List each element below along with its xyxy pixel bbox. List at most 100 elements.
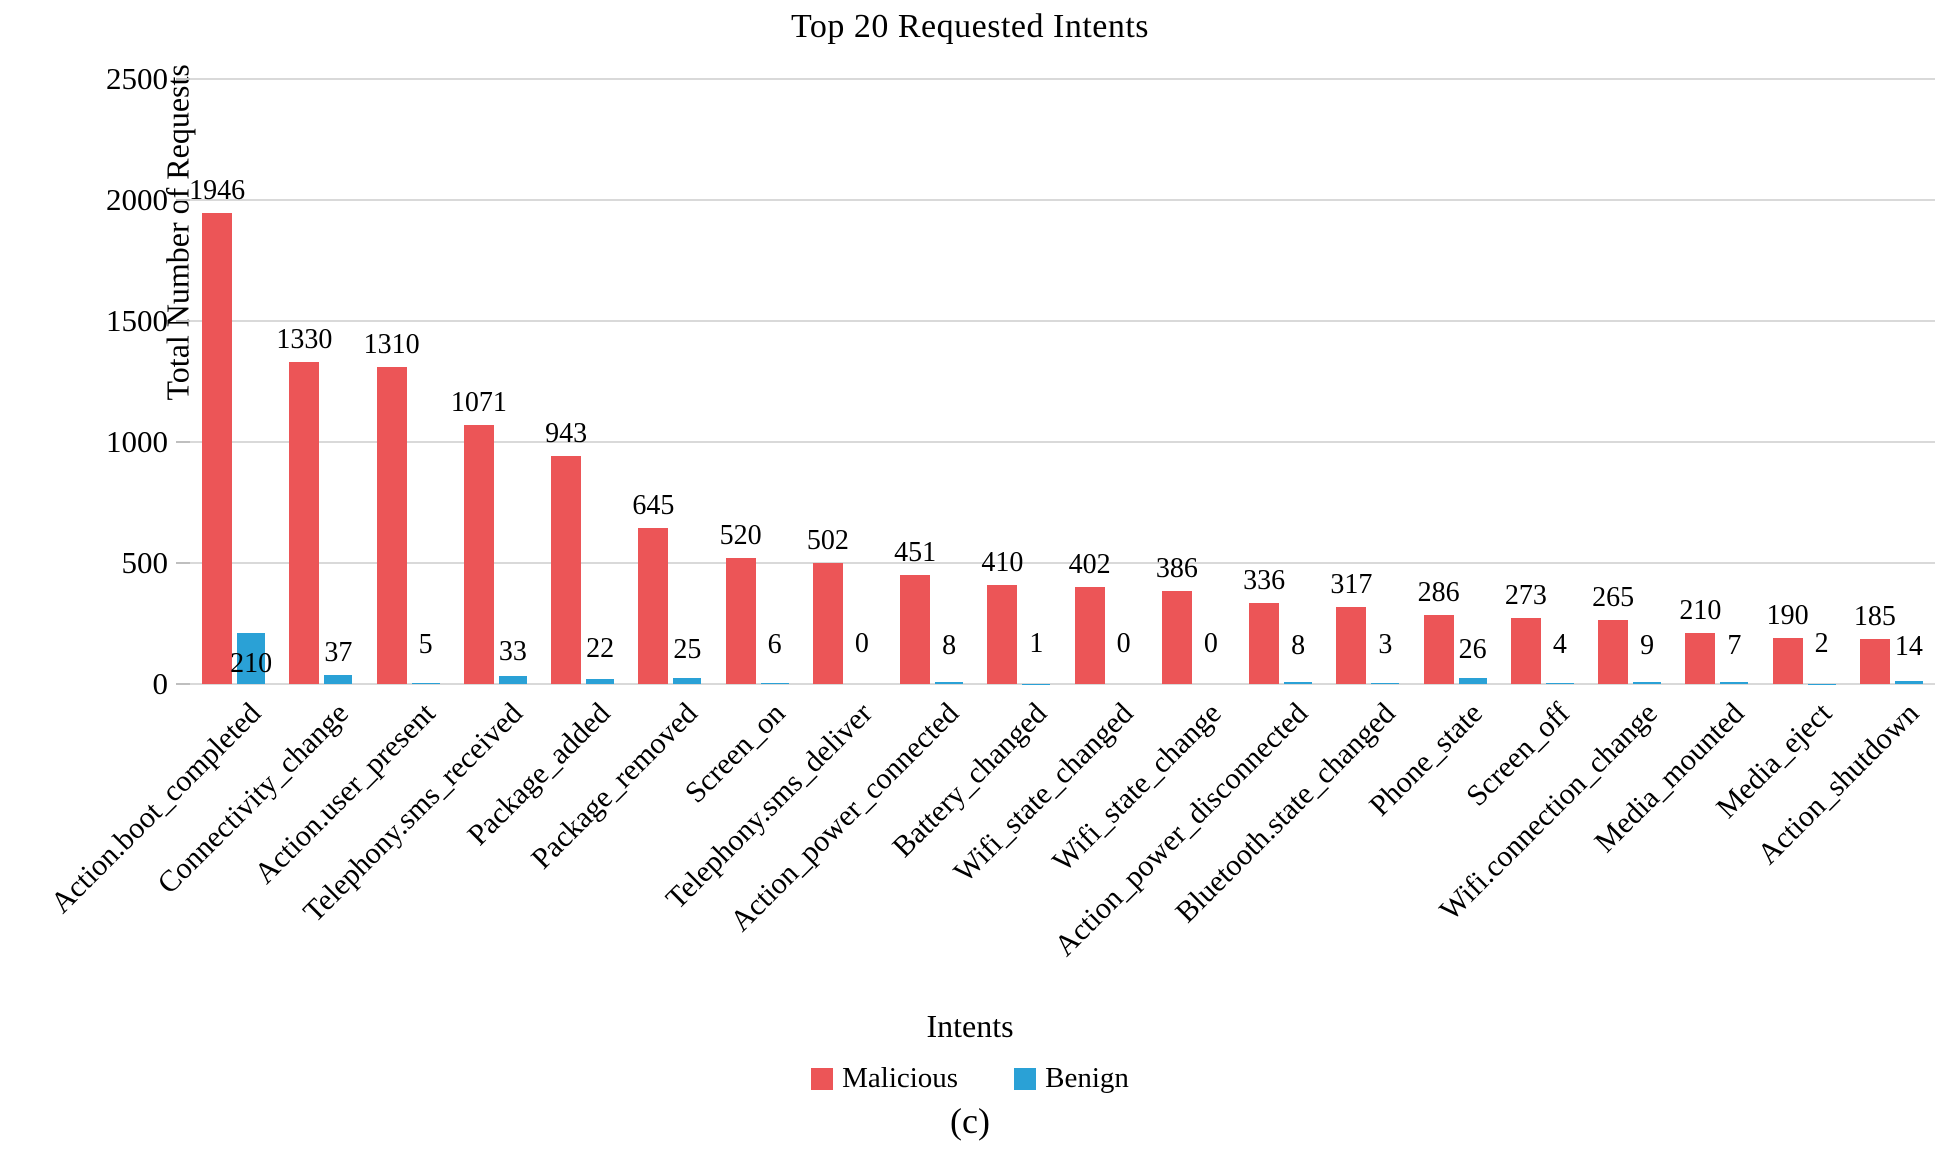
benign-value-label: 4 [1552,628,1567,660]
bar-group: 265 9 [1586,79,1673,684]
category-label: Battery_changed [885,696,1053,864]
benign-value-label: 5 [418,629,433,661]
category-label: Phone_state [1363,696,1490,823]
category-label: Media_eject [1709,696,1839,825]
benign-bar [1371,683,1400,684]
y-tick-label: 500 [121,545,169,580]
malicious-bar [987,584,1018,684]
category-label: Action.user_present [248,696,443,891]
malicious-value-label: 451 [894,536,937,568]
bar-group: 317 3 [1324,79,1411,684]
legend-label-benign: Benign [1045,1062,1129,1094]
figure-caption: (c) [950,1101,990,1141]
bar-group: 520 6 [714,79,801,684]
benign-bar [1633,681,1662,684]
y-tick-mark [176,441,190,443]
malicious-value-label: 273 [1504,579,1547,611]
y-tick-mark [176,78,190,80]
y-tick-label: 2000 [106,182,168,217]
malicious-bar [1249,602,1280,684]
bar-group: 410 1 [975,79,1062,684]
malicious-bar [1336,607,1367,684]
benign-value-label: 14 [1894,631,1923,663]
benign-bar [237,633,266,684]
malicious-bar [376,366,407,684]
malicious-bar [202,213,233,684]
benign-bar [760,682,789,684]
category-label: Connectivity_change [151,696,355,901]
malicious-bar [463,424,494,684]
malicious-bar [1685,633,1716,684]
malicious-bar [725,558,756,684]
malicious-value-label: 265 [1592,581,1635,613]
malicious-bar [1161,590,1192,684]
malicious-bar [1510,617,1541,684]
malicious-value-label: 645 [632,489,675,521]
bar-group: 645 25 [626,79,713,684]
legend-label-malicious: Malicious [842,1062,959,1094]
benign-bar [411,682,440,684]
benign-value-label: 0 [1203,628,1218,659]
malicious-value-label: 520 [719,520,762,552]
y-tick-mark [176,683,190,685]
malicious-bar [1772,638,1803,684]
category-label: Action.boot_completed [44,696,268,920]
bar-group: 190 2 [1761,79,1848,684]
y-tick-label: 0 [152,666,169,701]
benign-value-label: 210 [230,648,273,679]
benign-bar [1545,683,1574,684]
benign-bar [1458,677,1487,684]
benign-value-label: 6 [767,629,782,661]
category-label: Screen_on [678,696,792,810]
benign-bar [1720,682,1749,684]
malicious-bar [638,527,669,684]
benign-value-label: 1 [1029,628,1044,660]
benign-bar [1894,680,1923,684]
malicious-bar [1074,586,1105,684]
bar-group: 943 22 [539,79,626,684]
y-tick-label: 1500 [106,303,168,338]
malicious-bar [551,455,582,684]
chart-title: Top 20 Requested Intents [790,8,1150,45]
malicious-value-label: 286 [1417,576,1460,608]
category-label: Action_power_connected [724,696,966,938]
benign-bar [324,675,353,684]
benign-value-label: 2 [1814,628,1829,660]
benign-value-label: 22 [586,633,615,665]
category-label: Package_removed [524,696,704,876]
gridline-2500 [190,78,1935,80]
malicious-swatch-icon [811,1067,834,1090]
bar-group: 273 4 [1499,79,1586,684]
bar-group: 1946 210 [189,79,277,684]
y-tick-label: 1000 [106,424,168,459]
benign-value-label: 33 [498,636,527,667]
gridline-1500 [190,320,1935,322]
benign-bar [673,677,702,684]
malicious-value-label: 386 [1155,552,1198,584]
y-tick-mark [176,562,190,564]
gridline-2000 [190,199,1935,201]
malicious-value-label: 210 [1679,595,1722,627]
benign-value-label: 37 [324,636,353,668]
malicious-value-label: 1946 [189,175,246,207]
bar-group: 336 8 [1237,79,1324,684]
bar-group: 286 26 [1412,79,1499,684]
category-label: Wifi_state_changed [947,696,1141,889]
malicious-value-label: 1310 [363,328,420,360]
bar-group: 185 14 [1848,79,1935,684]
benign-value-label: 0 [1116,628,1131,659]
malicious-value-label: 1330 [276,324,333,356]
malicious-value-label: 317 [1330,569,1373,601]
bar-group: 210 7 [1673,79,1760,684]
malicious-bar [1423,614,1454,684]
malicious-value-label: 336 [1243,564,1286,596]
benign-value-label: 8 [942,629,957,661]
category-label: Package_added [461,696,617,852]
malicious-bar [812,562,843,684]
malicious-value-label: 402 [1068,548,1111,580]
legend-item-malicious: Malicious [811,1062,958,1095]
category-label: Wifi_state_change [1045,696,1228,879]
category-label: Media_mounted [1588,696,1751,859]
benign-value-label: 25 [673,634,702,666]
